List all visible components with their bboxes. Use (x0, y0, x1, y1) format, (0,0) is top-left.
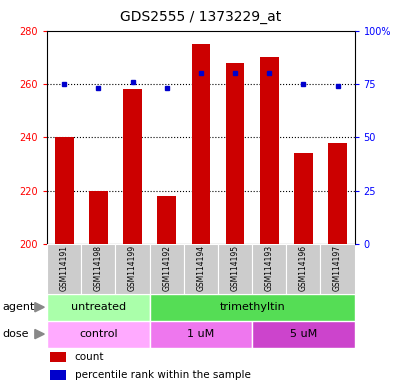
Text: control: control (79, 329, 117, 339)
Text: 5 uM: 5 uM (289, 329, 316, 339)
Text: GSM114197: GSM114197 (332, 245, 341, 291)
Text: GSM114199: GSM114199 (128, 245, 137, 291)
Bar (285, 244, 320, 294)
Text: trimethyltin: trimethyltin (219, 302, 284, 312)
Bar (252, 321, 354, 348)
Bar (157, 196, 176, 244)
Text: dose: dose (2, 329, 29, 339)
Text: GSM114198: GSM114198 (94, 245, 103, 291)
Bar (47, 321, 149, 348)
Text: agent: agent (2, 302, 34, 312)
Text: GSM114191: GSM114191 (60, 245, 69, 291)
Bar (47, 294, 149, 321)
Text: GSM114194: GSM114194 (196, 245, 205, 291)
Text: GSM114192: GSM114192 (162, 245, 171, 291)
Bar (47, 244, 81, 294)
Bar (55, 137, 74, 244)
Bar (149, 321, 252, 348)
Bar (50, 370, 65, 380)
Bar (115, 244, 149, 294)
Bar (183, 244, 218, 294)
Bar (50, 352, 65, 362)
Text: untreated: untreated (71, 302, 126, 312)
Bar (218, 244, 252, 294)
Text: GSM114196: GSM114196 (298, 245, 307, 291)
Bar (149, 244, 183, 294)
Bar (252, 244, 285, 294)
Text: percentile rank within the sample: percentile rank within the sample (74, 370, 250, 380)
Bar (149, 294, 354, 321)
Bar (191, 44, 210, 244)
Bar (327, 142, 346, 244)
Text: GSM114195: GSM114195 (230, 245, 239, 291)
Bar (320, 244, 354, 294)
Text: GSM114193: GSM114193 (264, 245, 273, 291)
Text: 1 uM: 1 uM (187, 329, 214, 339)
Bar (81, 244, 115, 294)
Text: GDS2555 / 1373229_at: GDS2555 / 1373229_at (120, 10, 281, 23)
Bar (225, 63, 244, 244)
Bar (259, 57, 278, 244)
Text: count: count (74, 352, 104, 362)
Bar (293, 153, 312, 244)
Bar (123, 89, 142, 244)
Bar (89, 190, 108, 244)
